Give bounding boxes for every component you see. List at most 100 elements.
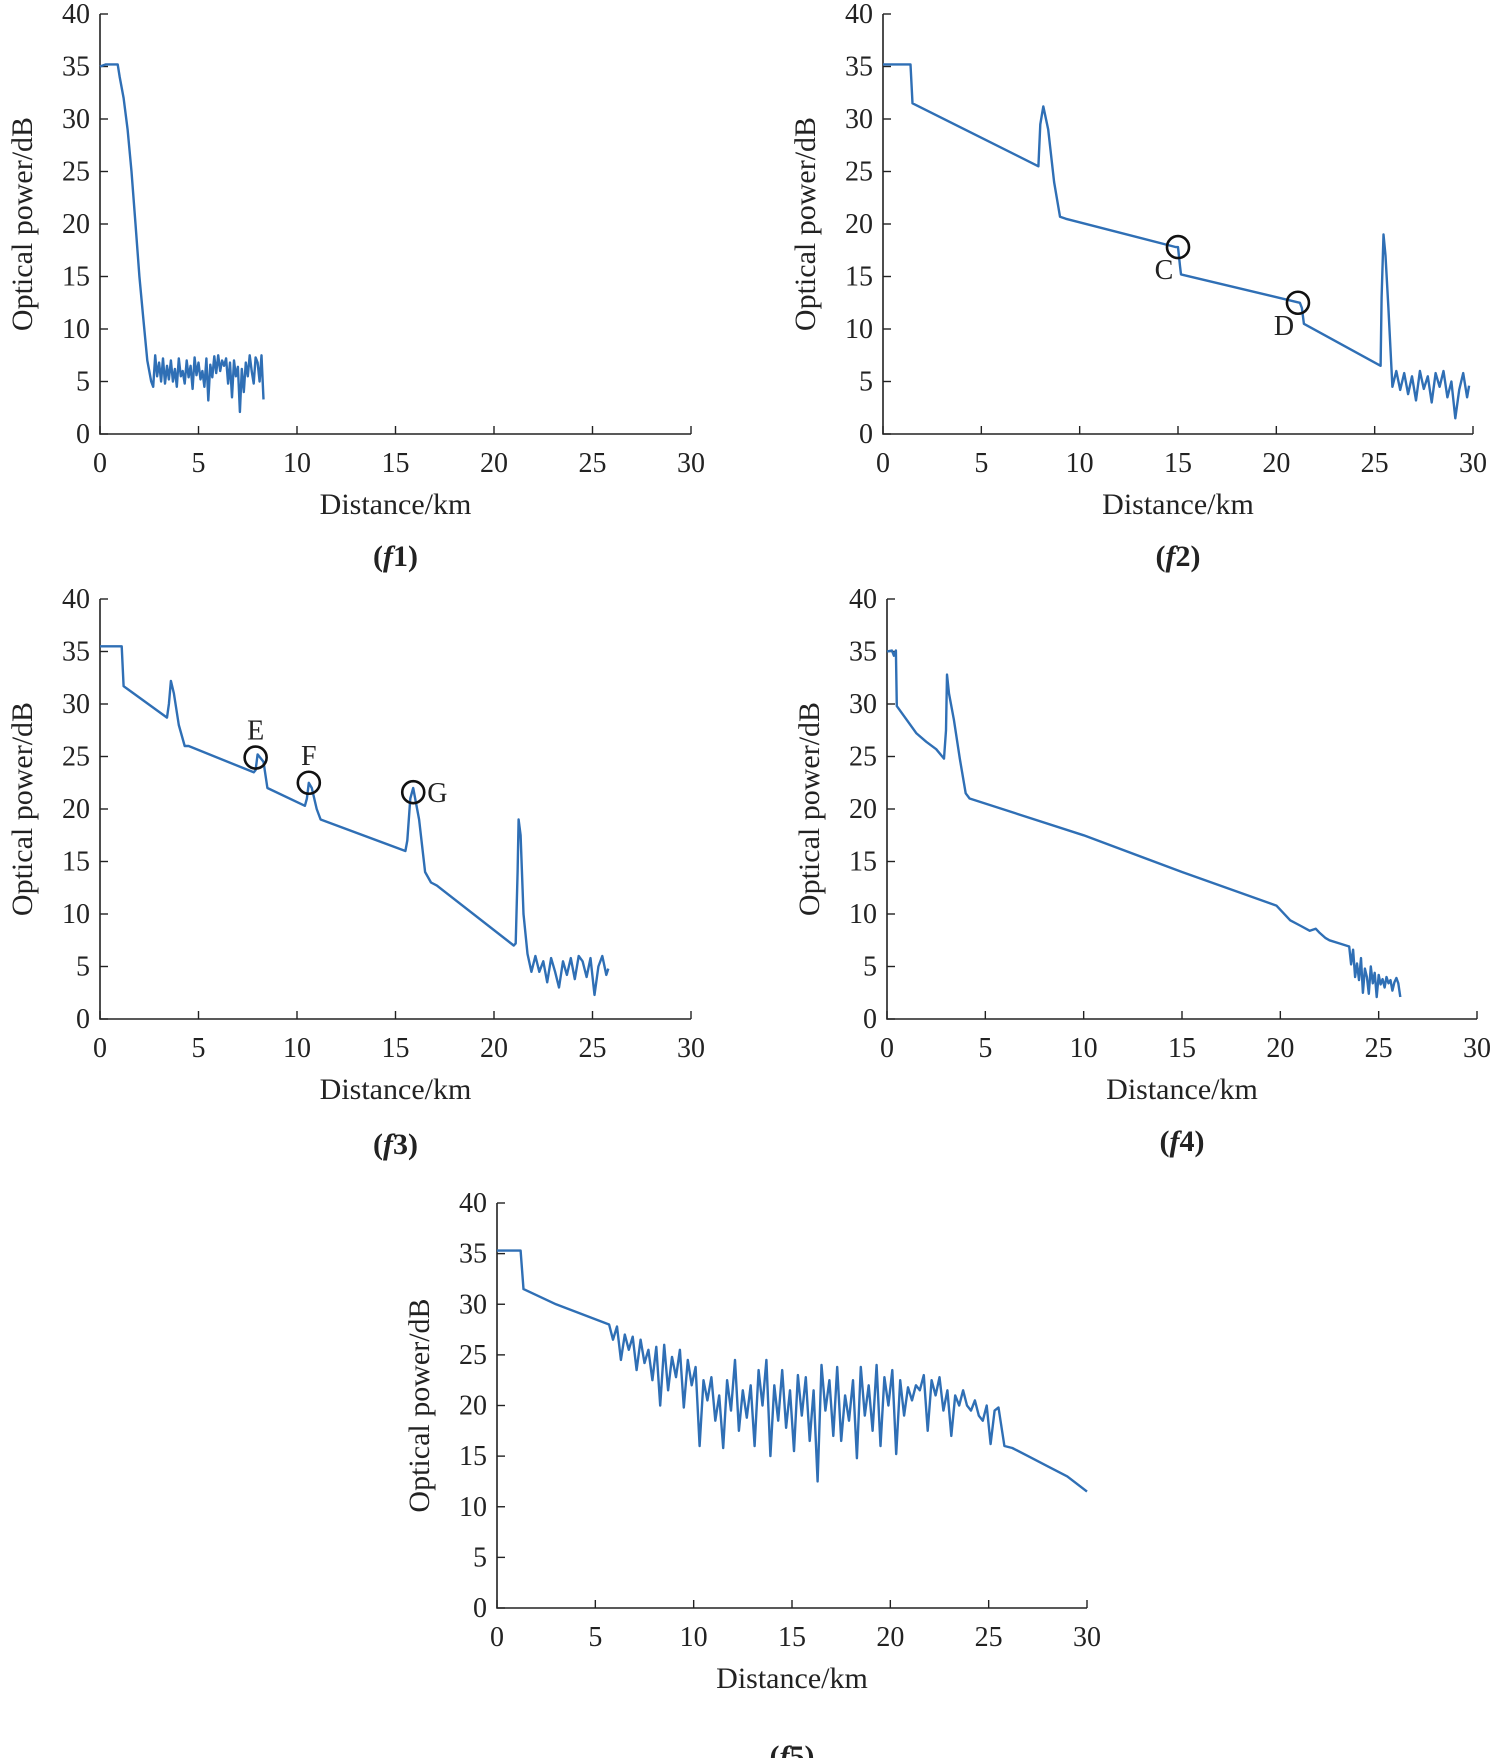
x-tick-label: 30 — [1459, 448, 1487, 479]
y-tick-label: 30 — [62, 689, 90, 720]
marker-label-e: E — [247, 716, 264, 747]
x-tick-label: 20 — [1266, 1033, 1294, 1064]
marker-circle-f — [296, 770, 322, 796]
caption-number: 1 — [393, 540, 408, 573]
x-tick-label: 0 — [93, 448, 107, 479]
series-line-f3 — [100, 645, 610, 997]
y-tick-label: 30 — [845, 104, 873, 135]
y-tick-label: 15 — [459, 1441, 487, 1472]
y-tick-label: 0 — [473, 1593, 487, 1624]
x-tick-label: 30 — [1463, 1033, 1491, 1064]
marker-circle-d — [1285, 290, 1311, 316]
x-tick-label: 15 — [778, 1622, 806, 1653]
caption-letter: f — [1166, 540, 1179, 573]
panel-caption: (f1) — [373, 540, 418, 573]
x-tick-label: 15 — [382, 1033, 410, 1064]
x-tick-label: 20 — [480, 448, 508, 479]
x-tick-label: 15 — [1168, 1033, 1196, 1064]
y-tick-label: 25 — [62, 157, 90, 188]
axis-lines — [882, 14, 1473, 435]
y-tick-label: 10 — [849, 899, 877, 930]
y-tick-label: 15 — [62, 262, 90, 293]
x-tick-label: 0 — [490, 1622, 504, 1653]
y-tick-label: 0 — [76, 419, 90, 450]
y-tick-label: 15 — [845, 262, 873, 293]
x-axis-label: Distance/km — [1102, 488, 1254, 521]
panel-caption: (f2) — [1156, 540, 1201, 573]
x-tick-label: 20 — [480, 1033, 508, 1064]
y-tick-label: 40 — [459, 1188, 487, 1219]
caption-letter: f — [383, 1128, 396, 1161]
y-tick-label: 15 — [849, 847, 877, 878]
x-tick-label: 25 — [975, 1622, 1003, 1653]
caption-letter: f — [383, 540, 396, 573]
y-tick-label: 25 — [62, 742, 90, 773]
x-tick-label: 0 — [93, 1033, 107, 1064]
y-axis-label: Optical power/dB — [6, 702, 39, 916]
series-line-f5 — [497, 1249, 1088, 1493]
x-axis-label: Distance/km — [716, 1662, 868, 1695]
x-tick-label: 20 — [876, 1622, 904, 1653]
panel-f5: 0 5 10 15 20 25 30 0 5 10 15 20 25 30 35 40 Distance/km O… — [403, 1188, 1101, 1758]
y-tick-label: 10 — [62, 899, 90, 930]
x-tick-label: 10 — [680, 1622, 708, 1653]
y-axis-label: Optical power/dB — [6, 117, 39, 331]
y-tick-label: 35 — [459, 1239, 487, 1270]
x-tick-label: 5 — [588, 1622, 602, 1653]
y-tick-label: 0 — [76, 1004, 90, 1035]
marker-label-c: C — [1155, 255, 1174, 286]
caption-number: 4 — [1180, 1125, 1195, 1158]
y-axis-label: Optical power/dB — [403, 1298, 436, 1512]
y-tick-label: 35 — [62, 637, 90, 668]
y-tick-label: 5 — [76, 952, 90, 983]
y-tick-label: 35 — [845, 52, 873, 83]
marker-circle-g — [400, 779, 426, 805]
y-tick-label: 35 — [849, 637, 877, 668]
y-tick-label: 5 — [473, 1542, 487, 1573]
y-tick-label: 25 — [849, 742, 877, 773]
panel-caption: (f4) — [1160, 1125, 1205, 1158]
series-line-f4 — [886, 649, 1402, 999]
y-axis-label: Optical power/dB — [789, 117, 822, 331]
x-tick-label: 25 — [579, 1033, 607, 1064]
y-tick-label: 40 — [845, 0, 873, 30]
x-axis-label: Distance/km — [1106, 1073, 1258, 1106]
y-tick-label: 15 — [62, 847, 90, 878]
y-tick-label: 0 — [863, 1004, 877, 1035]
marker-label-f: F — [301, 741, 317, 772]
y-tick-label: 20 — [459, 1391, 487, 1422]
x-tick-label: 10 — [1066, 448, 1094, 479]
y-tick-label: 5 — [859, 367, 873, 398]
x-tick-label: 20 — [1262, 448, 1290, 479]
panel-f4: 0 5 10 15 20 25 30 0 5 10 15 20 25 30 35 40 Distance/km O… — [793, 584, 1491, 1158]
x-tick-label: 30 — [677, 448, 705, 479]
y-tick-label: 10 — [845, 314, 873, 345]
x-tick-label: 30 — [1073, 1622, 1101, 1653]
axis-lines — [886, 599, 1477, 1020]
x-tick-label: 25 — [579, 448, 607, 479]
x-tick-label: 10 — [283, 448, 311, 479]
marker-circle-c — [1165, 234, 1191, 260]
panel-caption: (f5) — [770, 1740, 815, 1758]
caption-letter: f — [1170, 1125, 1183, 1158]
y-axis-label: Optical power/dB — [793, 702, 826, 916]
x-tick-label: 25 — [1361, 448, 1389, 479]
x-tick-label: 15 — [382, 448, 410, 479]
panel-f2: 0 5 10 15 20 25 30 0 5 10 15 20 25 30 35 40 Distance/km O… — [789, 0, 1487, 573]
y-tick-label: 20 — [849, 794, 877, 825]
caption-number: 2 — [1176, 540, 1191, 573]
caption-letter: f — [780, 1740, 793, 1758]
y-tick-label: 10 — [459, 1492, 487, 1523]
y-tick-label: 25 — [459, 1340, 487, 1371]
x-tick-label: 0 — [880, 1033, 894, 1064]
y-tick-label: 30 — [62, 104, 90, 135]
x-tick-label: 10 — [1070, 1033, 1098, 1064]
y-tick-label: 35 — [62, 52, 90, 83]
x-axis-label: Distance/km — [320, 1073, 472, 1106]
caption-number: 3 — [393, 1128, 408, 1161]
y-tick-label: 20 — [845, 209, 873, 240]
series-line-f2 — [883, 63, 1471, 420]
x-tick-label: 0 — [876, 448, 890, 479]
x-tick-label: 5 — [192, 448, 206, 479]
